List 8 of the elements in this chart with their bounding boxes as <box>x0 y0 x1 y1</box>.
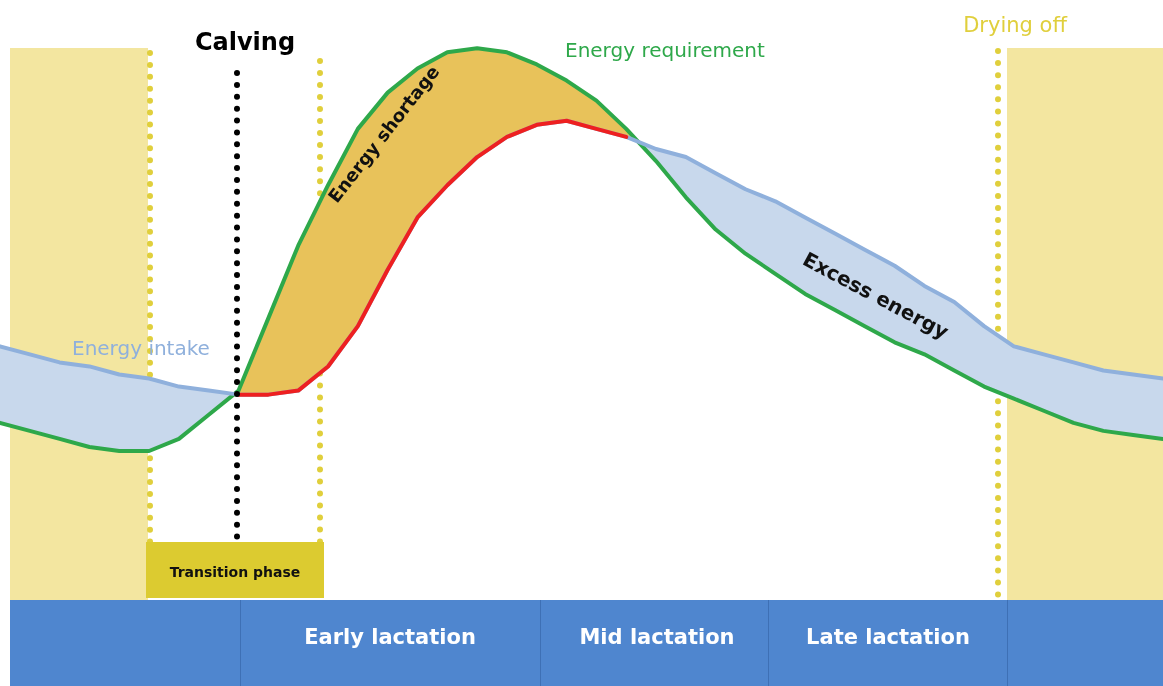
text: Early lactation <box>304 625 476 649</box>
annotation: Calving <box>194 28 296 56</box>
series-label: Energy intake <box>72 336 210 360</box>
series-label: Energy requirement <box>565 38 765 62</box>
text: Transition phase <box>169 564 301 580</box>
text: Drying off <box>963 13 1067 37</box>
text: Late lactation <box>806 625 970 649</box>
text: Mid lactation <box>579 625 735 649</box>
